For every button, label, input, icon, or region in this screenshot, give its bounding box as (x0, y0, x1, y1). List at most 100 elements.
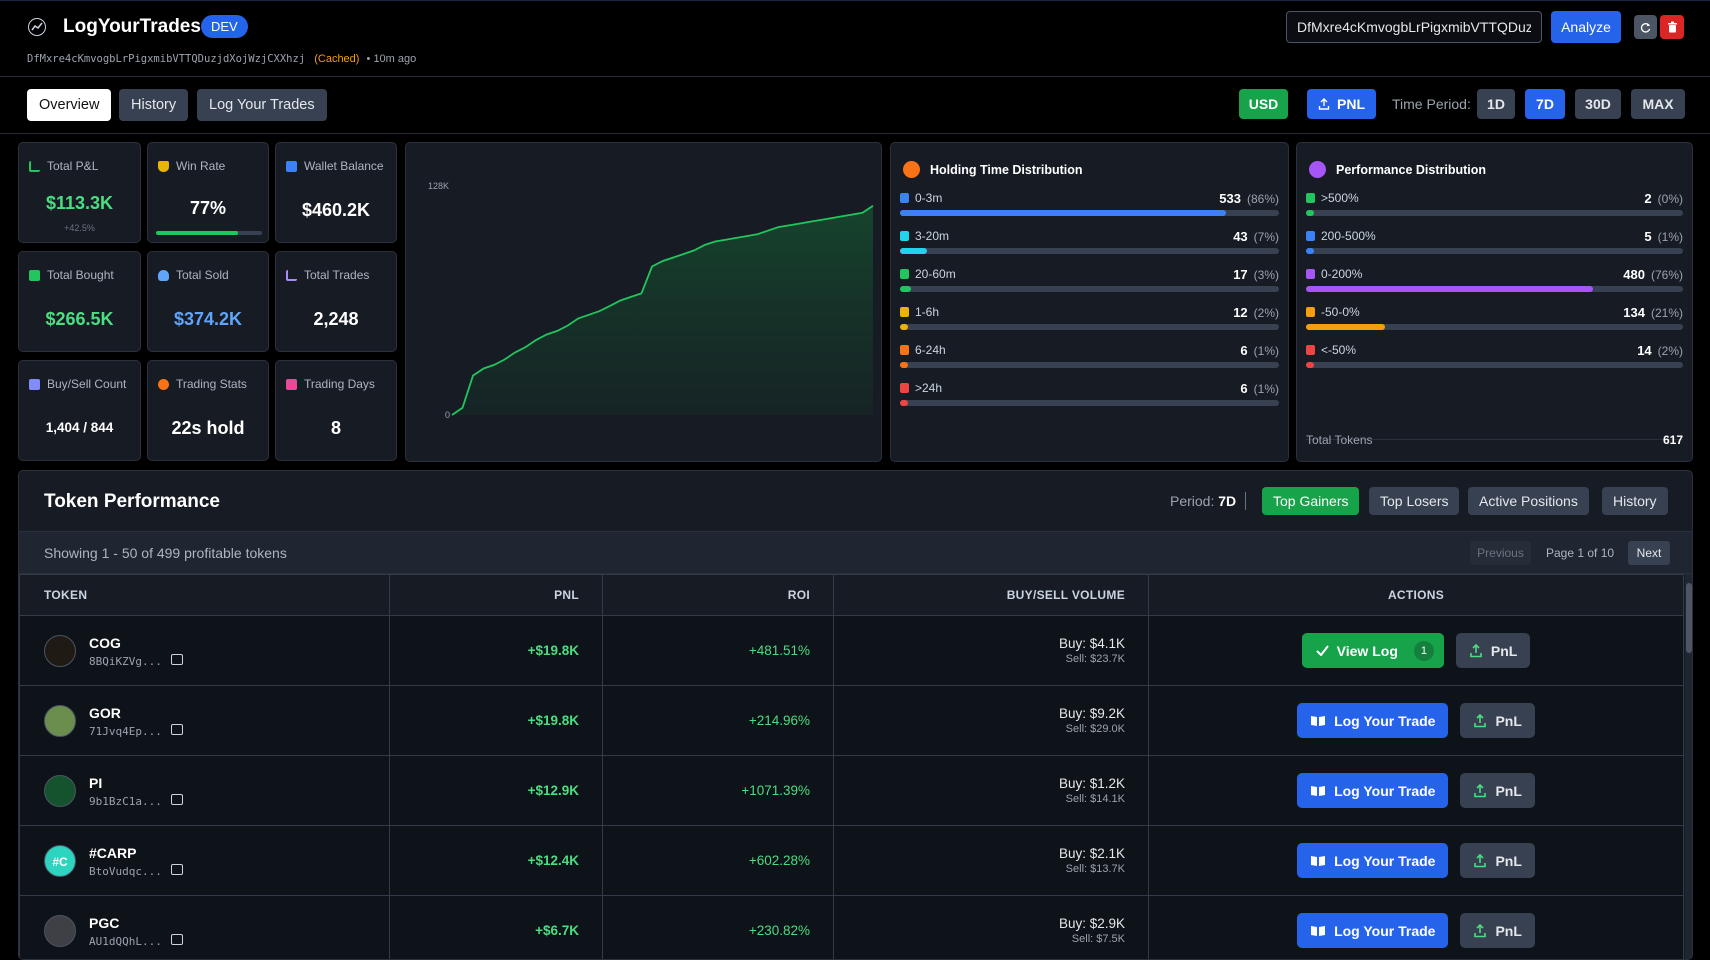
bar-chart-icon (1306, 269, 1315, 279)
stat-label: Trading Stats (176, 377, 247, 391)
pnl-share-button[interactable]: PNL (1307, 89, 1376, 119)
scrollbar-thumb[interactable] (1686, 583, 1692, 653)
dist-label: 200-500% (1321, 229, 1376, 243)
pnl-button[interactable]: PnL (1460, 773, 1534, 808)
period-30d[interactable]: 30D (1575, 89, 1621, 119)
filter-active-positions[interactable]: Active Positions (1468, 487, 1589, 515)
stat-card-total-sold: Total Sold $374.2K (147, 251, 269, 352)
token-address[interactable]: 8BQiKZVg... (89, 655, 162, 668)
currency-toggle[interactable]: USD (1239, 89, 1288, 119)
upload-icon (1473, 924, 1487, 938)
col-token[interactable]: TOKEN (20, 575, 390, 616)
token-address[interactable]: BtoVudqc... (89, 865, 162, 878)
analyze-button[interactable]: Analyze (1551, 11, 1621, 43)
filter-top-losers[interactable]: Top Losers (1369, 487, 1459, 515)
dist-pct: (2%) (1658, 344, 1683, 358)
token-cell[interactable]: PGC AU1dQQhL... (20, 896, 390, 960)
actions-cell: Log Your Trade PnL (1149, 686, 1684, 756)
upload-icon (1469, 644, 1483, 658)
col-volume[interactable]: BUY/SELL VOLUME (834, 575, 1149, 616)
external-link-icon[interactable] (171, 794, 183, 805)
token-address[interactable]: AU1dQQhL... (89, 935, 162, 948)
cart-icon (29, 270, 40, 281)
stat-value: $266.5K (19, 309, 140, 330)
dist-bar (1306, 210, 1683, 216)
moneybag-icon (158, 270, 169, 281)
refresh-button[interactable] (1634, 15, 1657, 39)
token-symbol: COG (89, 635, 121, 651)
log-your-trade-button[interactable]: Log Your Trade (1297, 843, 1448, 878)
book-icon (1310, 925, 1326, 937)
y-tick-label: 0 (445, 410, 450, 420)
tab-history[interactable]: History (119, 89, 188, 121)
period-max[interactable]: MAX (1631, 89, 1685, 119)
filter-history[interactable]: History (1602, 487, 1668, 515)
log-your-trade-button[interactable]: Log Your Trade (1297, 773, 1448, 808)
external-link-icon[interactable] (171, 724, 183, 735)
external-link-icon[interactable] (171, 864, 183, 875)
pnl-button[interactable]: PnL (1460, 843, 1534, 878)
book-icon (1310, 785, 1326, 797)
log-your-trade-button[interactable]: Log Your Trade (1297, 913, 1448, 948)
roi-cell: +481.51% (603, 616, 834, 686)
pnl-button[interactable]: PnL (1460, 703, 1534, 738)
external-link-icon[interactable] (171, 654, 183, 665)
period-7d[interactable]: 7D (1525, 89, 1565, 119)
dist-bar (900, 248, 1279, 254)
token-address[interactable]: 9b1BzC1a... (89, 795, 162, 808)
dist-bar (900, 324, 1279, 330)
tab-log-your-trades[interactable]: Log Your Trades (197, 89, 327, 121)
filter-top-gainers[interactable]: Top Gainers (1262, 487, 1359, 515)
external-link-icon[interactable] (171, 934, 183, 945)
updated-ago: • 10m ago (367, 53, 417, 65)
pie-chart-icon (1309, 161, 1326, 178)
dist-bar (900, 400, 1279, 406)
toolbar: Overview History Log Your Trades USD PNL… (0, 78, 1710, 134)
dist-count: 5 (1644, 229, 1651, 244)
stat-value: 1,404 / 844 (19, 420, 140, 435)
pnl-button[interactable]: PnL (1460, 913, 1534, 948)
token-symbol: PGC (89, 915, 119, 931)
clock-icon (158, 379, 169, 390)
pnl-button[interactable]: PnL (1456, 633, 1530, 668)
next-page-button[interactable]: Next (1628, 541, 1670, 565)
col-pnl[interactable]: PNL (390, 575, 603, 616)
log-your-trade-button[interactable]: Log Your Trade (1297, 703, 1448, 738)
stat-value: $113.3K (19, 193, 140, 214)
dist-label: <-50% (1321, 343, 1356, 357)
delete-button[interactable] (1660, 15, 1684, 39)
previous-page-button[interactable]: Previous (1470, 541, 1531, 565)
stat-value: $460.2K (276, 200, 396, 221)
dist-count: 6 (1240, 343, 1247, 358)
token-address[interactable]: 71Jvq4Ep... (89, 725, 162, 738)
divider (1245, 492, 1246, 510)
dist-label: 20-60m (915, 267, 956, 281)
dist-bar (900, 362, 1279, 368)
dist-pct: (3%) (1254, 268, 1279, 282)
wallet-subtitle: DfMxre4cKmvogbLrPigxmibVTTQDuzjdXojWzjCX… (27, 53, 416, 65)
stat-card-total-pnl: Total P&L $113.3K +42.5% (18, 142, 141, 243)
col-roi[interactable]: ROI (603, 575, 834, 616)
period-1d[interactable]: 1D (1477, 89, 1515, 119)
tab-overview[interactable]: Overview (27, 89, 111, 121)
chart-icon (28, 18, 46, 36)
dist-count: 134 (1623, 305, 1645, 320)
dist-label: 0-200% (1321, 267, 1362, 281)
wallet-search-input[interactable] (1286, 11, 1542, 43)
token-cell[interactable]: COG 8BQiKZVg... (20, 616, 390, 686)
stat-label: Wallet Balance (304, 159, 384, 173)
chart-up-icon (1306, 231, 1315, 241)
dist-pct: (86%) (1247, 192, 1279, 206)
